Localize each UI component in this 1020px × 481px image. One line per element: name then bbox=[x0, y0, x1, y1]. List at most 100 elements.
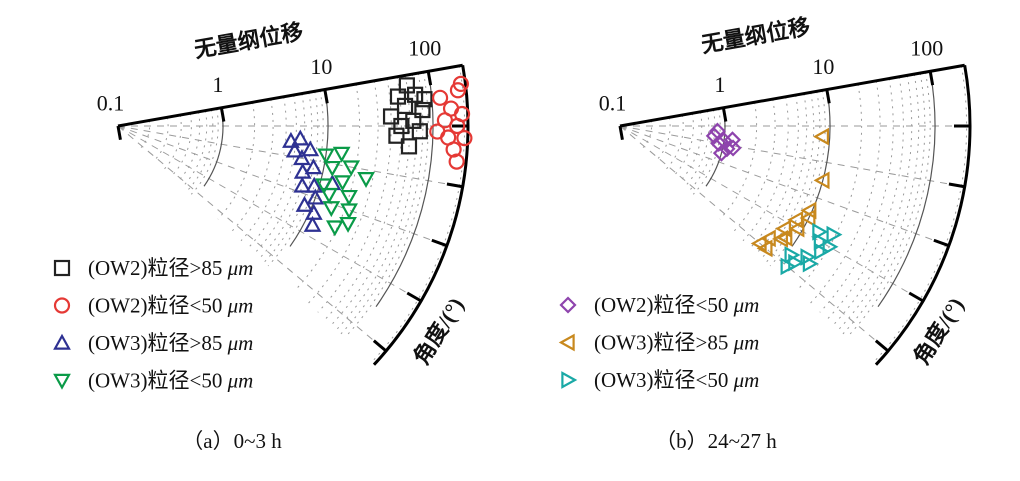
data-point bbox=[724, 139, 742, 157]
legend-label-text: (OW2)粒径>85 bbox=[88, 256, 228, 280]
data-point bbox=[382, 108, 400, 125]
data-point bbox=[453, 105, 471, 123]
data-point bbox=[705, 127, 723, 145]
data-point bbox=[822, 237, 839, 256]
data-point bbox=[295, 195, 314, 212]
data-point bbox=[813, 171, 830, 190]
legend-label-unit: μm bbox=[733, 293, 760, 317]
data-point bbox=[333, 175, 352, 192]
radial-tick bbox=[721, 107, 728, 122]
angular-grid-spoke bbox=[619, 125, 924, 302]
data-point bbox=[398, 77, 415, 94]
legend-marker bbox=[53, 373, 71, 390]
legend-marker bbox=[561, 371, 578, 389]
minor-grid-arc bbox=[294, 83, 361, 292]
legend-label: (OW2)粒径<50 μm bbox=[594, 293, 759, 317]
angular-tick bbox=[406, 291, 422, 303]
minor-grid-arc bbox=[765, 91, 821, 263]
radial-axis-line bbox=[619, 63, 965, 128]
data-point bbox=[388, 127, 405, 144]
minor-grid-arc bbox=[684, 110, 710, 187]
major-grid-arc bbox=[289, 89, 329, 247]
data-point bbox=[787, 210, 804, 229]
data-point bbox=[322, 201, 341, 218]
radial-tick-label: 1 bbox=[212, 72, 223, 97]
minor-grid-arc bbox=[163, 114, 182, 170]
data-point bbox=[306, 188, 325, 205]
radial-tick bbox=[323, 89, 329, 104]
legend-label-text: (OW2)粒径<50 bbox=[594, 293, 734, 317]
series-1 bbox=[429, 75, 473, 170]
minor-grid-arc bbox=[761, 92, 815, 259]
series-2 bbox=[780, 222, 843, 276]
data-point bbox=[340, 189, 358, 206]
radial-axis-label: 无量纲位移 bbox=[192, 19, 305, 63]
minor-grid-arc bbox=[217, 102, 256, 220]
legend-label-unit: μm bbox=[733, 331, 760, 355]
radial-tick bbox=[219, 107, 226, 122]
data-point bbox=[303, 215, 322, 232]
data-point bbox=[293, 176, 312, 193]
angular-tick bbox=[933, 238, 950, 248]
data-point bbox=[429, 123, 446, 140]
data-point bbox=[389, 88, 407, 105]
minor-grid-arc bbox=[838, 74, 920, 331]
data-point bbox=[320, 187, 338, 204]
data-point bbox=[323, 160, 342, 177]
legend-label-unit: μm bbox=[227, 331, 254, 355]
data-point bbox=[788, 219, 805, 238]
legend-marker bbox=[53, 259, 71, 277]
series-1 bbox=[750, 127, 830, 258]
data-point bbox=[315, 178, 333, 195]
data-point bbox=[813, 127, 830, 146]
data-point bbox=[342, 160, 361, 177]
series-3 bbox=[315, 146, 375, 237]
data-point bbox=[431, 89, 449, 106]
data-point bbox=[291, 129, 310, 146]
minor-grid-arc bbox=[742, 96, 789, 242]
major-grid-arc bbox=[877, 71, 936, 308]
data-point bbox=[393, 117, 410, 135]
minor-grid-arc bbox=[340, 72, 424, 335]
data-point bbox=[332, 146, 351, 163]
angular-axis-arc bbox=[874, 64, 972, 366]
data-point bbox=[780, 257, 797, 276]
legend-label-text: (OW2)粒径<50 bbox=[88, 294, 228, 318]
data-point bbox=[800, 248, 817, 266]
radial-tick-label: 0.1 bbox=[97, 90, 125, 115]
radial-axis-label: 无量纲位移 bbox=[699, 14, 812, 58]
data-point bbox=[813, 232, 830, 251]
data-point bbox=[301, 140, 320, 157]
minor-grid-arc bbox=[733, 98, 776, 233]
angular-grid-spoke bbox=[117, 125, 422, 302]
angular-tick bbox=[874, 339, 890, 353]
legend-label-text: (OW3)粒径<50 bbox=[594, 368, 734, 392]
legend-label: (OW3)粒径>85 μm bbox=[594, 331, 759, 355]
minor-grid-arc bbox=[254, 93, 306, 254]
legend-marker bbox=[558, 333, 575, 352]
radial-tick bbox=[825, 89, 831, 104]
radial-tick bbox=[928, 71, 935, 86]
data-point bbox=[414, 101, 431, 119]
data-point bbox=[708, 122, 727, 140]
angular-tick bbox=[372, 339, 388, 353]
minor-grid-arc bbox=[809, 80, 881, 304]
minor-grid-arc bbox=[259, 92, 313, 259]
minor-grid-arc bbox=[719, 102, 758, 220]
major-grid-arc bbox=[203, 107, 224, 187]
legend-label-unit: μm bbox=[227, 256, 254, 280]
minor-grid-arc bbox=[796, 83, 863, 292]
legend-label-text: (OW3)粒径<50 bbox=[88, 369, 228, 393]
radial-tick bbox=[116, 125, 122, 141]
data-point bbox=[292, 149, 311, 166]
minor-grid-arc bbox=[182, 110, 208, 187]
legend-marker bbox=[53, 297, 71, 314]
minor-grid-arc bbox=[140, 120, 151, 148]
angular-tick bbox=[948, 182, 965, 189]
data-point bbox=[357, 172, 375, 188]
data-point bbox=[448, 153, 465, 170]
minor-grid-arc bbox=[177, 111, 201, 183]
data-point bbox=[826, 225, 843, 244]
data-point bbox=[400, 138, 418, 155]
